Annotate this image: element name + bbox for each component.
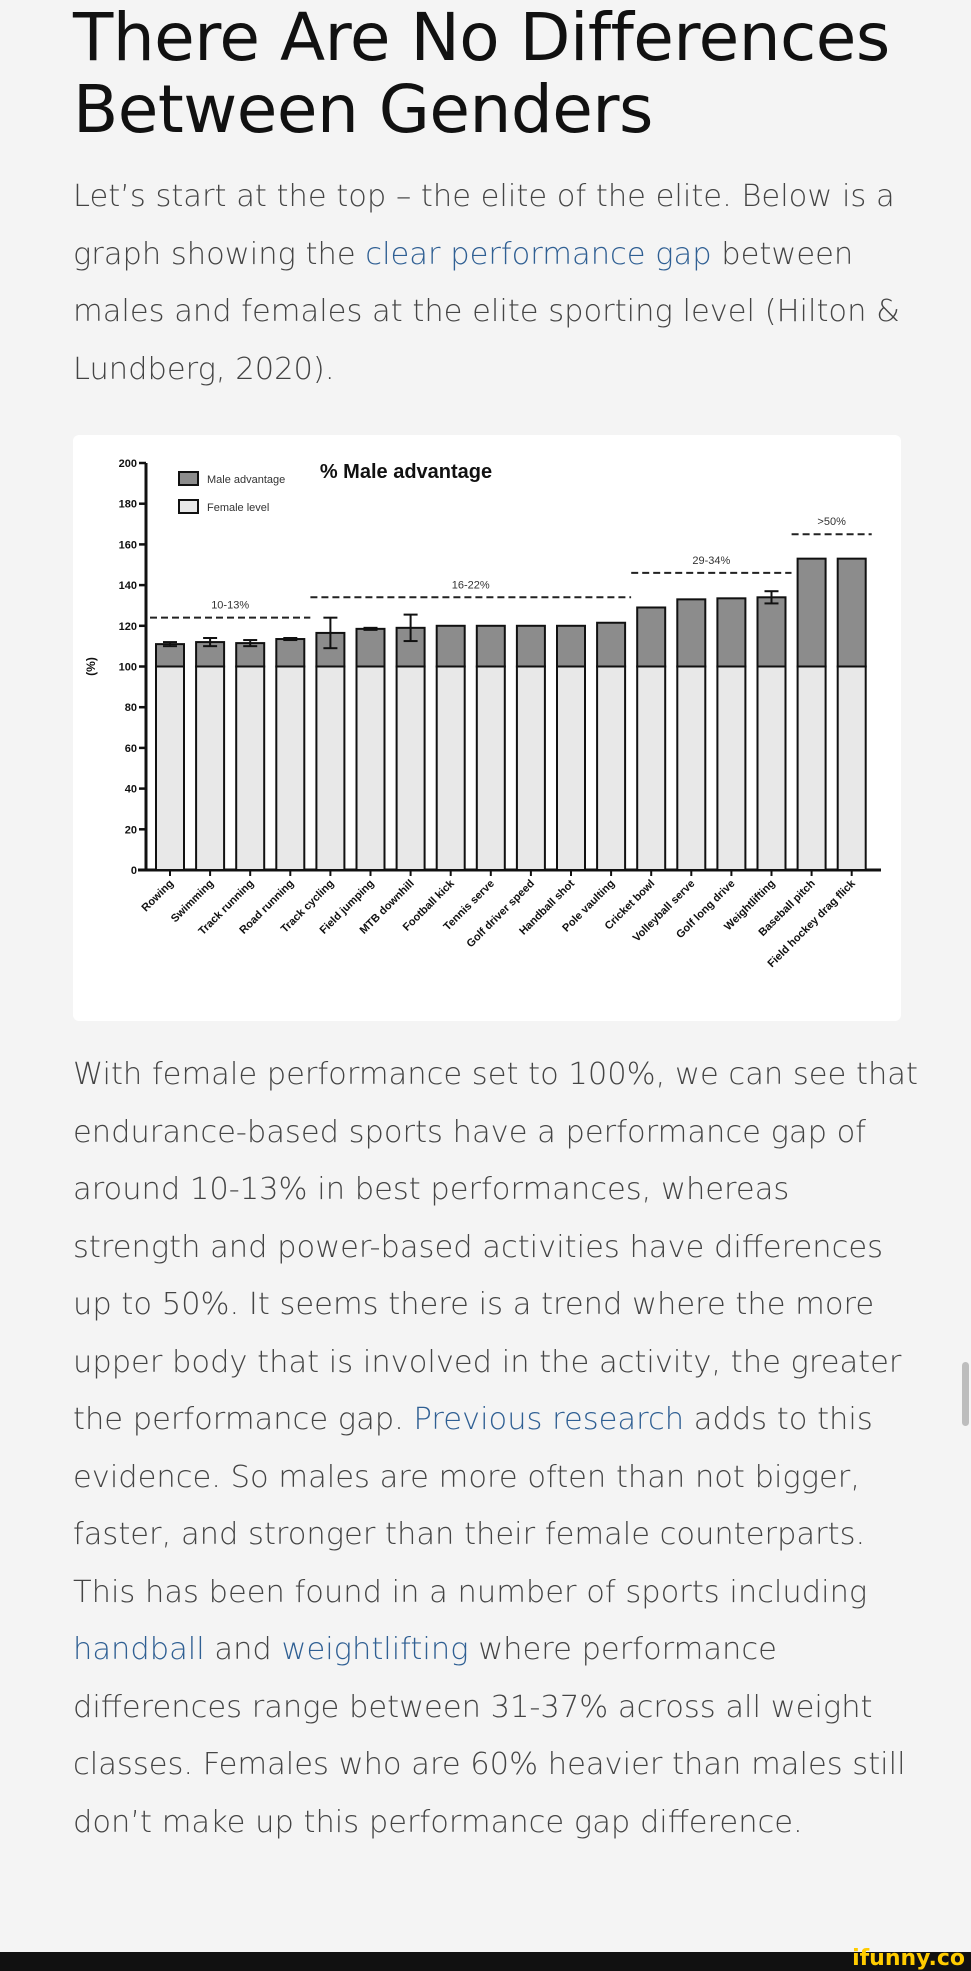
- bar-male-advantage: [636, 606, 667, 668]
- bar-female-level: [395, 665, 426, 871]
- article-title: There Are No Differences Between Genders: [73, 0, 890, 148]
- y-tick-label: 80: [125, 702, 137, 714]
- bar-female-level: [475, 665, 506, 871]
- footer-bar: ifunny.co: [0, 1946, 971, 1971]
- text-segment: between males and females at the elite s…: [73, 236, 900, 387]
- text-segment: where performance differences range betw…: [73, 1632, 906, 1840]
- intro-paragraph: Let’s start at the top – the elite of th…: [73, 168, 923, 398]
- performance-gap-chart: 0 20 40 60 80 100 120 140 160 180 200 (%) % Male adv…: [73, 435, 901, 1021]
- chart-svg: 0 20 40 60 80 100 120 140 160 180 200 (%) % Male adv…: [84, 458, 881, 970]
- legend-label-female-level: Female level: [207, 502, 269, 514]
- y-axis-label: (%): [84, 657, 98, 676]
- text-segment: adds to this evidence. So males are more…: [73, 1402, 873, 1610]
- bar-female-level: [155, 665, 185, 871]
- bar-female-level: [796, 665, 827, 871]
- y-tick-label: 40: [125, 784, 137, 796]
- chart-title: % Male advantage: [320, 461, 492, 483]
- bar-female-level: [195, 665, 226, 871]
- y-tick-label: 140: [119, 580, 137, 592]
- bar-female-level: [756, 665, 787, 871]
- legend-swatch-male-advantage: [178, 471, 199, 486]
- bar-female-level: [355, 665, 386, 871]
- x-tick-label: Rowing: [140, 878, 177, 915]
- previous-research-link[interactable]: Previous research: [413, 1402, 685, 1437]
- group-annotation-label: 29-34%: [692, 555, 730, 567]
- y-tick-label: 120: [119, 621, 137, 633]
- y-tick-label: 180: [119, 499, 137, 511]
- bar-male-advantage: [756, 596, 787, 668]
- bar-female-level: [275, 665, 306, 871]
- bar-female-level: [636, 665, 667, 871]
- bar-female-level: [235, 665, 266, 871]
- bar-female-level: [435, 665, 466, 871]
- y-tick-label: 160: [119, 539, 137, 551]
- legend-swatch-female-level: [178, 499, 199, 514]
- y-tick-label: 20: [125, 824, 137, 836]
- bar-male-advantage: [435, 624, 466, 668]
- bar-male-advantage: [556, 624, 586, 668]
- clear-performance-gap-link[interactable]: clear performance gap: [365, 236, 712, 272]
- legend-label-male-advantage: Male advantage: [207, 474, 285, 486]
- bar-female-level: [556, 665, 586, 871]
- text-segment: With female performance set to 100%, we …: [73, 1057, 918, 1437]
- bar-female-level: [716, 665, 747, 871]
- bar-male-advantage: [676, 598, 707, 668]
- text-segment: and: [204, 1632, 282, 1667]
- ifunny-logo: ifunny.co: [852, 1946, 965, 1971]
- bar-female-level: [836, 665, 867, 871]
- y-tick-label: 60: [125, 743, 137, 755]
- group-annotation-label: 16-22%: [452, 579, 490, 591]
- bar-male-advantage: [796, 557, 827, 668]
- bar-male-advantage: [836, 557, 867, 668]
- bar-male-advantage: [475, 624, 506, 668]
- x-tick-label: Golf driver speed: [465, 878, 537, 950]
- y-tick-label: 100: [119, 662, 137, 674]
- bar-female-level: [596, 665, 627, 871]
- text-segment: Let’s start at the top – the elite of th…: [73, 179, 895, 272]
- group-annotation-label: 10-13%: [211, 600, 249, 612]
- bar-male-advantage: [155, 643, 185, 668]
- scrollbar-thumb[interactable]: [962, 1362, 969, 1426]
- y-tick-label: 0: [131, 865, 137, 877]
- weightlifting-link[interactable]: weightlifting: [281, 1632, 469, 1667]
- bar-male-advantage: [355, 627, 386, 668]
- bar-male-advantage: [275, 638, 306, 668]
- handball-link[interactable]: handball: [73, 1632, 205, 1667]
- bar-female-level: [315, 665, 346, 871]
- bar-female-level: [676, 665, 707, 871]
- bar-male-advantage: [515, 624, 546, 668]
- body-paragraph: With female performance set to 100%, we …: [73, 1046, 923, 1851]
- y-tick-label: 200: [119, 458, 137, 470]
- bar-female-level: [515, 665, 546, 871]
- group-annotation-label: >50%: [817, 516, 846, 528]
- bar-male-advantage: [596, 621, 627, 668]
- bar-male-advantage: [716, 597, 747, 668]
